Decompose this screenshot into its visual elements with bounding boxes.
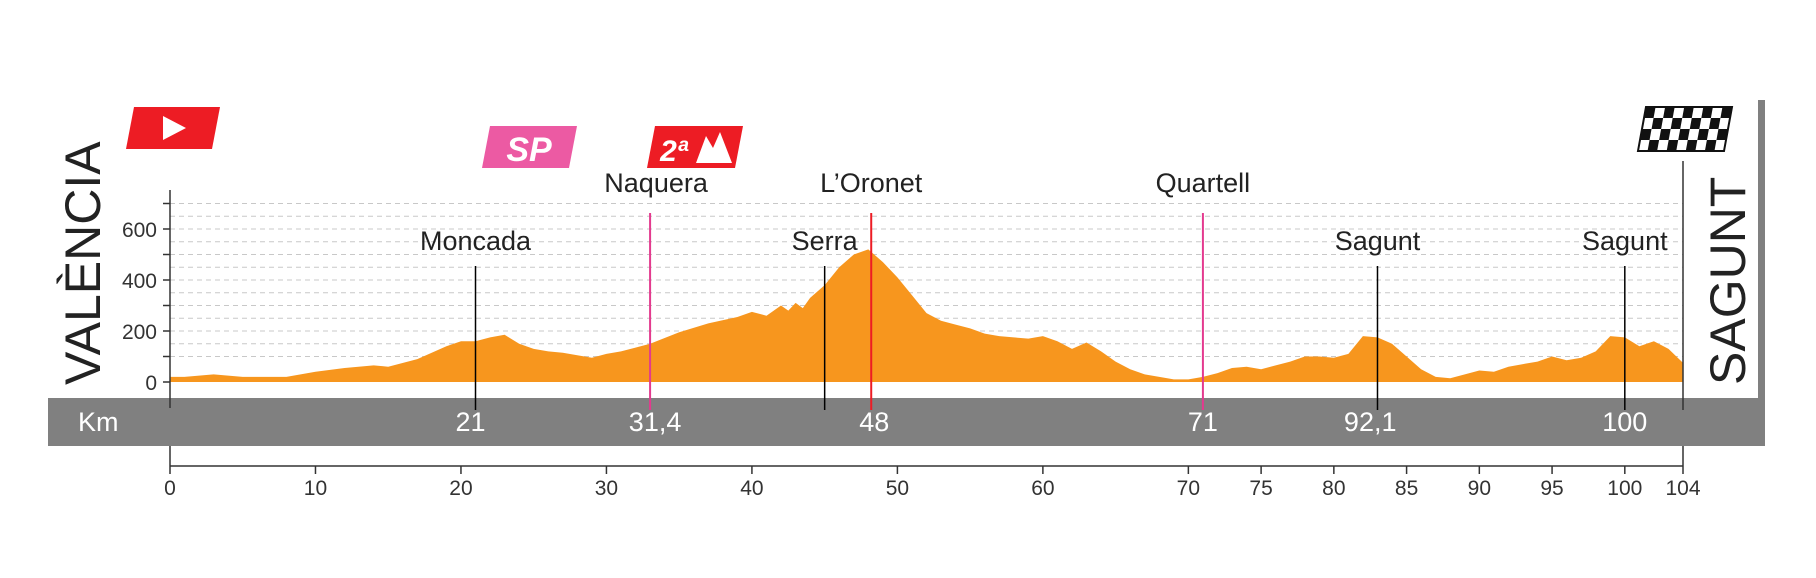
finish-flag-square (1720, 107, 1732, 118)
x-tick-label: 95 (1540, 477, 1563, 500)
x-tick-label: 70 (1177, 477, 1200, 500)
elevation-profile-area (170, 249, 1683, 382)
marker-name: L’Oronet (820, 168, 923, 198)
x-tick-label: 10 (304, 477, 327, 500)
finish-flag-square (1663, 107, 1675, 118)
finish-flag-square (1685, 140, 1698, 151)
finish-flag-square (1716, 129, 1728, 140)
marker-name: Sagunt (1582, 226, 1668, 256)
finish-flag-square (1708, 118, 1721, 129)
finish-flag-square (1651, 118, 1664, 129)
km-band (48, 398, 1765, 446)
x-axis: 0 10 20 30 40 50 60 70 75 80 85 90 95 100 104 (164, 446, 1701, 500)
play-triangle-icon (163, 116, 186, 140)
finish-flag-square (1678, 129, 1690, 140)
finish-flag-square (1666, 140, 1679, 151)
marker-km-label: 71 (1188, 407, 1218, 437)
x-tick-label: 104 (1665, 477, 1700, 500)
x-tick-label: 50 (886, 477, 909, 500)
marker-km-label: 100 (1602, 407, 1647, 437)
finish-flag-icon (1636, 106, 1734, 152)
finish-flag-square (1697, 129, 1709, 140)
marker-km-label: 92,1 (1344, 407, 1397, 437)
x-tick-label: 75 (1249, 477, 1272, 500)
marker-km-label: 21 (455, 407, 485, 437)
km-band-label: Km (78, 407, 119, 437)
x-tick-label: 100 (1607, 477, 1642, 500)
y-tick-label: 200 (122, 321, 157, 344)
icon-layer: SP 2ª (126, 100, 1765, 410)
finish-flag-square (1704, 140, 1717, 151)
x-tick-label: 60 (1031, 477, 1054, 500)
x-tick-label: 85 (1395, 477, 1418, 500)
start-town-label: VALÈNCIA (55, 141, 111, 385)
y-tick-label: 600 (122, 219, 157, 242)
sprint-badge-icon (482, 126, 577, 168)
x-tick-label: 20 (449, 477, 472, 500)
x-tick-label: 0 (164, 477, 176, 500)
marker-name: Naquera (604, 168, 709, 198)
marker-layer: Moncada 21 Naquera 31,4 Serra L’Oronet 48 Quart… (420, 168, 1668, 437)
finish-flag-square (1640, 129, 1652, 140)
finish-flag-square (1647, 140, 1660, 151)
mountain-icon (696, 132, 732, 163)
finish-flag-square (1670, 118, 1683, 129)
finish-flag-square (1689, 118, 1702, 129)
finish-flag-square (1682, 107, 1694, 118)
y-axis: 0 200 400 600 (122, 190, 171, 408)
x-tick-label: 80 (1322, 477, 1345, 500)
finish-flag-square (1701, 107, 1713, 118)
y-tick-label: 400 (122, 270, 157, 293)
right-edge-bar (1758, 100, 1765, 398)
y-tick-label: 0 (145, 372, 157, 395)
marker-km-label: 48 (859, 407, 889, 437)
climb-category-text: 2ª (659, 135, 689, 168)
marker-name: Sagunt (1335, 226, 1421, 256)
x-tick-label: 30 (595, 477, 618, 500)
finish-flag-square (1659, 129, 1671, 140)
marker-name: Quartell (1156, 168, 1251, 198)
x-tick-label: 90 (1468, 477, 1491, 500)
sprint-badge-text: SP (506, 131, 552, 169)
marker-name: Serra (792, 226, 859, 256)
finish-flag-square (1644, 107, 1656, 118)
x-tick-label: 40 (740, 477, 763, 500)
horizontal-gridlines (170, 203, 1683, 357)
marker-km-label: 31,4 (629, 407, 682, 437)
finish-town-label: SAGUNT (1700, 177, 1756, 385)
marker-name: Moncada (420, 226, 532, 256)
